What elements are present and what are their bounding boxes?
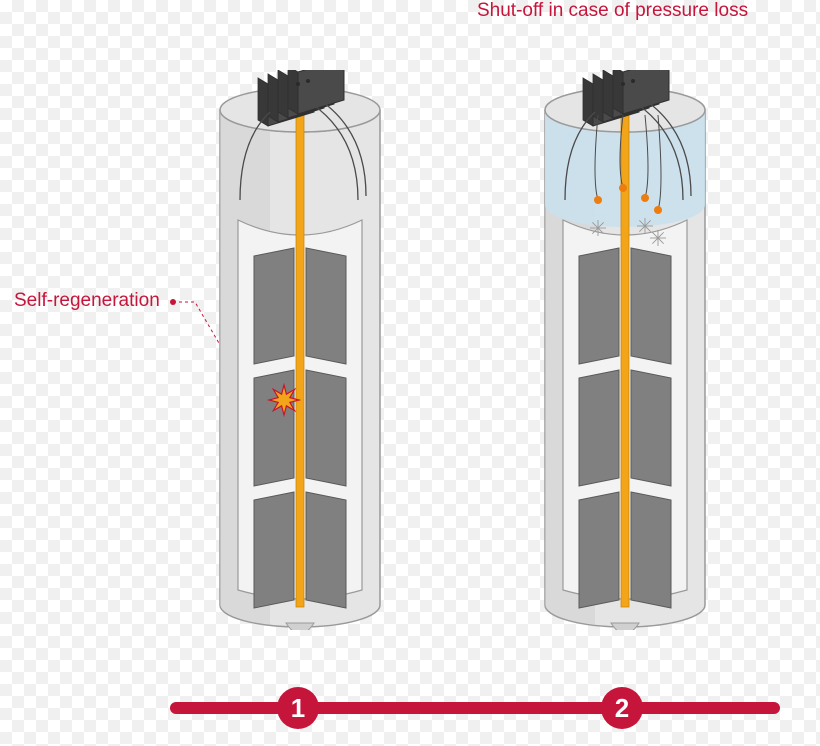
timeline-step-2: 2: [601, 687, 643, 729]
cap-2: [525, 70, 725, 630]
timeline-step-1: 1: [277, 687, 319, 729]
label-shutoff: Shut-off in case of pressure loss: [477, 0, 748, 22]
label-self-regeneration: Self-regeneration: [14, 290, 160, 312]
cap-1: [200, 70, 400, 630]
timeline-bar: [170, 702, 780, 714]
